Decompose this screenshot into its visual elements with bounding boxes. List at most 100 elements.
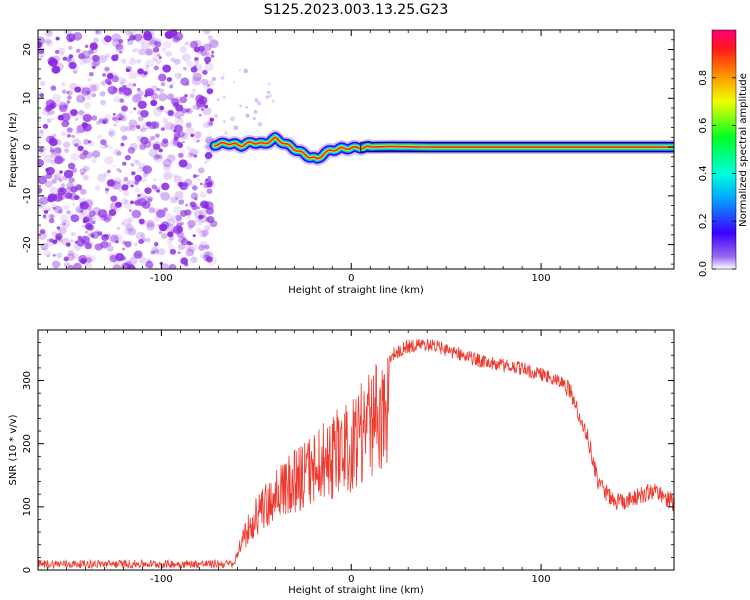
noise-blob: [58, 262, 62, 266]
noise-blob: [194, 197, 198, 201]
noise-blob: [160, 192, 171, 201]
noise-blob: [89, 42, 98, 50]
noise-blob: [66, 100, 71, 104]
noise-blob: [136, 135, 143, 142]
noise-blob: [78, 197, 87, 205]
noise-blob: [158, 73, 167, 82]
noise-blob: [192, 185, 198, 191]
noise-blob: [60, 112, 71, 122]
noise-blob: [163, 171, 173, 181]
noise-blob: [45, 40, 54, 48]
noise-blob: [66, 62, 71, 66]
colorbar-ticks: 0.0 0.2 0.4 0.6 0.8: [698, 70, 736, 277]
noise-blob: [81, 97, 86, 101]
noise-blob: [60, 131, 67, 137]
noise-blob: [185, 122, 192, 128]
noise-blob: [152, 57, 157, 62]
noise-blob: [100, 99, 107, 106]
noise-blob: [45, 181, 53, 188]
noise-blob: [184, 162, 193, 170]
noise-blob: [38, 140, 42, 147]
noise-blob: [104, 78, 112, 85]
noise-blob: [119, 170, 122, 173]
y-tick-label: 10: [22, 92, 33, 105]
noise-blob: [128, 119, 138, 128]
noise-blob: [169, 123, 178, 131]
x-tick-label: -100: [150, 574, 173, 585]
spectrogram-xlabel: Height of straight line (km): [288, 285, 424, 296]
noise-blob: [138, 176, 142, 180]
noise-blob: [166, 93, 175, 100]
noise-blob: [77, 110, 85, 117]
noise-blob: [156, 189, 160, 193]
noise-blob: [123, 201, 132, 210]
noise-blob: [184, 209, 192, 216]
noise-blob: [156, 88, 160, 91]
noise-blob: [137, 90, 145, 96]
noise-blob: [156, 105, 164, 112]
noise-blob: [188, 242, 198, 252]
colorbar: 0.0 0.2 0.4 0.6 0.8 Normalized spectral ampl…: [698, 29, 749, 277]
noise-blob: [189, 40, 199, 49]
noise-blob: [123, 227, 132, 235]
noise-blob: [78, 58, 87, 66]
noise-blob: [40, 151, 47, 157]
noise-blob: [120, 221, 125, 226]
noise-blob: [199, 209, 208, 217]
noise-blob: [113, 148, 121, 156]
noise-blob: [143, 32, 153, 41]
noise-blob: [39, 55, 44, 60]
noise-blob: [80, 188, 87, 195]
noise-blob: [83, 216, 90, 223]
noise-blob: [46, 208, 51, 212]
noise-blob: [75, 117, 79, 121]
noise-blob: [50, 152, 57, 159]
noise-blob: [38, 117, 42, 123]
noise-blob: [140, 176, 147, 183]
noise-blob: [191, 88, 197, 93]
snr-content: [38, 338, 674, 570]
noise-blob: [164, 223, 174, 232]
noise-blob: [80, 258, 87, 264]
noise-blob: [133, 159, 139, 164]
noise-blob: [71, 63, 80, 71]
noise-blob: [200, 50, 207, 57]
noise-blob: [205, 61, 209, 65]
noise-blob: [196, 48, 203, 55]
noise-blob: [211, 50, 215, 54]
noise-blob: [142, 172, 149, 177]
noise-blob: [135, 231, 146, 241]
noise-blob: [112, 86, 116, 90]
noise-blob: [67, 250, 75, 256]
noise-blob: [117, 76, 126, 84]
noise-blob: [109, 234, 119, 243]
noise-blob: [120, 125, 128, 133]
noise-blob: [199, 96, 209, 105]
noise-blob: [189, 152, 194, 157]
noise-blob: [96, 212, 107, 222]
noise-blob: [132, 253, 139, 259]
noise-blob: [162, 64, 172, 73]
noise-blob: [76, 238, 86, 247]
noise-blob: [84, 247, 88, 251]
noise-blob: [78, 109, 85, 116]
noise-blob: [181, 53, 191, 62]
noise-blob: [100, 241, 109, 249]
noise-blob: [85, 94, 92, 100]
noise-blob: [90, 60, 98, 68]
noise-blob: [120, 256, 126, 262]
noise-blob: [125, 30, 132, 36]
noise-blob: [157, 248, 166, 256]
noise-blob: [106, 179, 115, 187]
noise-blob: [66, 91, 70, 94]
noise-blob: [200, 241, 208, 248]
noise-blob: [127, 216, 134, 223]
noise-blob: [115, 44, 125, 53]
noise-blob: [265, 95, 269, 99]
noise-blob: [65, 187, 72, 193]
noise-blob: [161, 182, 170, 191]
noise-blob: [65, 192, 73, 199]
noise-blob: [177, 251, 181, 254]
y-tick-label: 100: [22, 497, 33, 516]
